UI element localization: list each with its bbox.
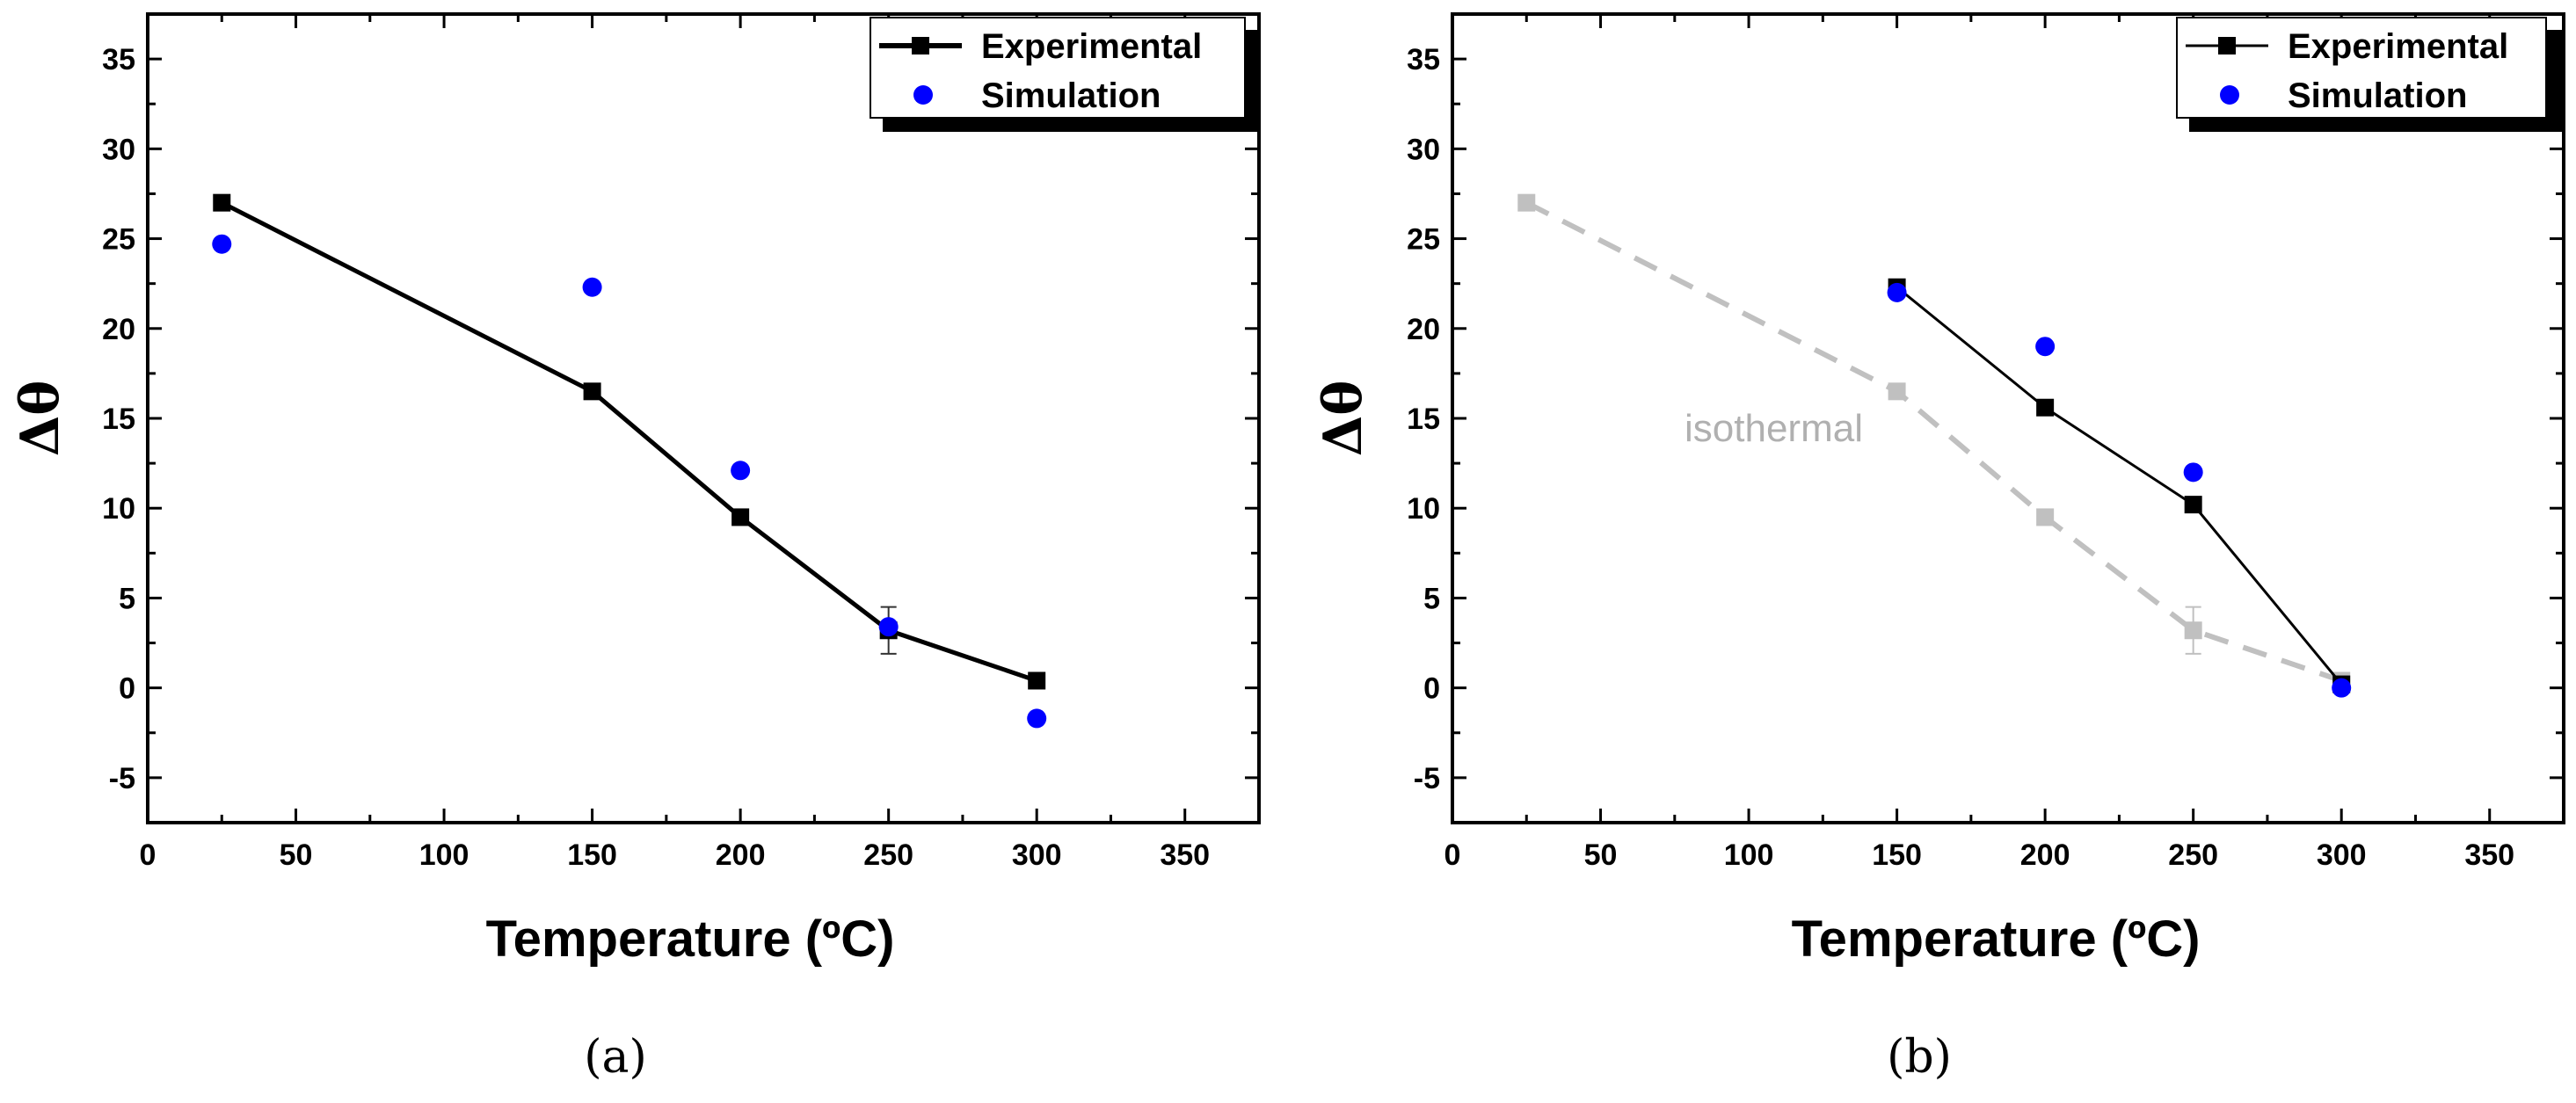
legend: Experimental Simulation (870, 17, 1261, 132)
panel-caption: (a) (584, 1031, 647, 1084)
legend-label-simulation: Simulation (981, 76, 1161, 115)
legend-circle-simulation (2220, 85, 2239, 105)
y-tick-label: 30 (102, 133, 135, 166)
y-tick-label: 5 (119, 582, 135, 615)
data-point-square (2036, 508, 2055, 526)
x-axis-title: Temperature (ºC) (486, 911, 895, 968)
y-tick-label: 20 (102, 313, 135, 346)
data-point-square (2184, 496, 2202, 514)
data-point-circle (2332, 678, 2352, 698)
x-tick-label: 0 (1444, 838, 1461, 872)
y-tick-labels: -5 0 5 10 15 20 25 30 35 (1407, 43, 1440, 795)
y-tick-label: 15 (1407, 403, 1440, 436)
y-axis-title: Δθ (10, 381, 71, 457)
x-tick-labels: 0 50 100 150 200 250 300 350 (140, 838, 1211, 872)
legend-box (2176, 17, 2547, 119)
legend-label-experimental: Experimental (981, 27, 1202, 66)
series-experimental (213, 193, 1046, 690)
data-point-square (1028, 671, 1046, 690)
x-tick-labels: 0 50 100 150 200 250 300 350 (1444, 838, 2515, 872)
panel-a: -5 0 5 10 15 20 25 30 35 0 50 100 150 200 250 300 350 E… (10, 12, 1261, 1084)
data-point-circle (2183, 462, 2203, 483)
y-tick-label: 15 (102, 403, 135, 436)
x-tick-label: 300 (1012, 838, 1062, 872)
plot-frame (146, 12, 1261, 824)
legend-square-experimental (2218, 37, 2236, 54)
data-point-square (213, 193, 231, 212)
legend-box (870, 17, 1246, 119)
series-simulation (212, 234, 1047, 729)
x-tick-label: 150 (1872, 838, 1922, 872)
y-tick-label: -5 (109, 762, 135, 795)
x-tick-label: 350 (2464, 838, 2514, 872)
data-point-circle (582, 277, 602, 297)
y-tick-labels: -5 0 5 10 15 20 25 30 35 (102, 43, 135, 795)
tick-marks (1451, 12, 2565, 823)
y-tick-label: -5 (1414, 762, 1440, 795)
series-line (221, 200, 1038, 683)
y-tick-label: 10 (102, 492, 135, 526)
series-line (1896, 286, 2343, 686)
y-tick-label: 0 (1423, 672, 1440, 706)
y-tick-label: 20 (1407, 313, 1440, 346)
data-point-circle (1887, 282, 1907, 302)
legend-label-experimental: Experimental (2288, 27, 2508, 66)
data-point-square (2184, 621, 2202, 640)
data-point-square (583, 382, 601, 401)
y-tick-label: 35 (102, 43, 135, 76)
x-tick-label: 350 (1160, 838, 1210, 872)
y-axis-title: Δθ (1313, 381, 1374, 457)
series-layer (1517, 193, 2352, 698)
x-tick-label: 50 (280, 838, 313, 872)
y-tick-label: 30 (1407, 133, 1440, 166)
data-point-circle (2035, 337, 2056, 357)
data-point-square (731, 508, 750, 526)
series-experimental (1888, 278, 2351, 693)
x-tick-label: 200 (716, 838, 766, 872)
x-tick-label: 250 (2168, 838, 2218, 872)
y-tick-label: 5 (1423, 582, 1440, 615)
isothermal-annotation: isothermal (1685, 407, 1863, 450)
x-axis-title: Temperature (ºC) (1792, 911, 2201, 968)
series-line (1524, 200, 2343, 684)
panel-b: -5 0 5 10 15 20 25 30 35 0 50 100 150 200 250 300 350 i… (1313, 12, 2565, 1084)
x-tick-label: 300 (2317, 838, 2367, 872)
series-isothermal (1517, 193, 2351, 690)
legend-square-experimental (912, 37, 929, 54)
y-tick-label: 25 (1407, 223, 1440, 257)
y-tick-label: 10 (1407, 492, 1440, 526)
legend-circle-simulation (913, 85, 933, 105)
y-tick-label: 35 (1407, 43, 1440, 76)
y-tick-label: 25 (102, 223, 135, 257)
legend-label-simulation: Simulation (2288, 76, 2467, 115)
series-simulation (1887, 282, 2352, 698)
x-tick-label: 150 (567, 838, 617, 872)
data-point-circle (1027, 708, 1047, 729)
x-tick-label: 250 (863, 838, 913, 872)
tick-marks (146, 12, 1261, 823)
data-point-square (1517, 193, 1536, 212)
legend: Experimental Simulation (2176, 17, 2562, 132)
x-tick-label: 100 (1724, 838, 1774, 872)
data-point-square (2036, 398, 2055, 417)
x-tick-label: 50 (1584, 838, 1618, 872)
plot-frame (1451, 12, 2565, 824)
x-tick-label: 0 (140, 838, 156, 872)
data-point-circle (212, 234, 232, 254)
data-point-circle (731, 461, 751, 481)
x-tick-label: 100 (419, 838, 469, 872)
panel-caption: (b) (1887, 1031, 1952, 1084)
data-point-square (1888, 382, 1906, 401)
y-tick-label: 0 (119, 672, 135, 706)
series-layer (212, 193, 1047, 729)
x-tick-label: 200 (2020, 838, 2070, 872)
data-point-circle (878, 617, 899, 637)
